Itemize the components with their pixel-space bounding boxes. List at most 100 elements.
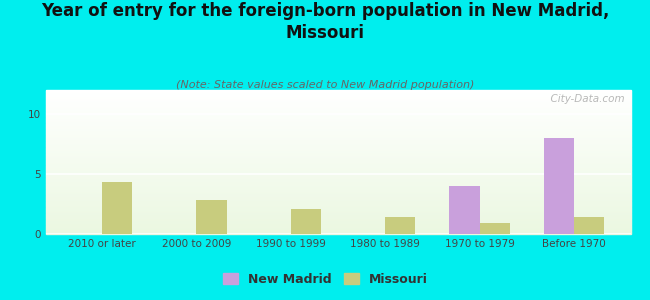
Bar	[46, 131, 630, 132]
Bar	[46, 163, 630, 164]
Bar	[46, 204, 630, 205]
Bar	[46, 168, 630, 169]
Bar	[46, 190, 630, 191]
Bar	[46, 222, 630, 223]
Bar	[46, 205, 630, 206]
Bar	[46, 216, 630, 217]
Bar	[46, 92, 630, 94]
Bar	[46, 109, 630, 110]
Bar	[46, 102, 630, 103]
Bar	[385, 217, 415, 234]
Bar	[46, 136, 630, 137]
Bar	[46, 113, 630, 114]
Bar	[46, 148, 630, 149]
Bar	[46, 196, 630, 197]
Bar	[46, 221, 630, 222]
Bar	[46, 211, 630, 212]
Bar	[46, 151, 630, 152]
Bar	[46, 193, 630, 194]
Bar	[46, 138, 630, 139]
Bar	[46, 194, 630, 196]
Bar	[46, 145, 630, 146]
Bar	[46, 218, 630, 220]
Bar	[46, 180, 630, 181]
Bar	[46, 187, 630, 188]
Bar	[46, 104, 630, 106]
Bar	[46, 110, 630, 112]
Bar	[46, 142, 630, 143]
Bar	[46, 103, 630, 104]
Bar	[46, 199, 630, 200]
Bar	[46, 233, 630, 234]
Bar	[46, 179, 630, 180]
Bar	[46, 232, 630, 233]
Bar	[46, 108, 630, 109]
Bar	[46, 94, 630, 95]
Text: Year of entry for the foreign-born population in New Madrid,
Missouri: Year of entry for the foreign-born popul…	[41, 2, 609, 42]
Bar	[46, 139, 630, 140]
Bar	[46, 167, 630, 168]
Bar	[480, 223, 510, 234]
Bar	[46, 134, 630, 136]
Bar	[543, 138, 574, 234]
Bar	[46, 96, 630, 97]
Bar	[46, 144, 630, 145]
Bar	[46, 112, 630, 113]
Bar	[46, 206, 630, 208]
Bar	[46, 126, 630, 127]
Bar	[46, 156, 630, 157]
Bar	[46, 166, 630, 167]
Bar	[46, 181, 630, 182]
Bar	[46, 212, 630, 214]
Bar	[46, 114, 630, 115]
Bar	[46, 173, 630, 174]
Bar	[46, 125, 630, 126]
Bar	[46, 185, 630, 186]
Bar	[46, 202, 630, 203]
Bar	[46, 186, 630, 187]
Bar	[46, 128, 630, 130]
Bar	[46, 161, 630, 162]
Bar	[46, 178, 630, 179]
Bar	[574, 217, 604, 234]
Bar	[46, 224, 630, 226]
Bar	[46, 107, 630, 108]
Bar	[196, 200, 227, 234]
Bar	[46, 149, 630, 150]
Bar	[46, 133, 630, 134]
Bar	[46, 227, 630, 228]
Bar	[46, 220, 630, 221]
Bar	[46, 155, 630, 156]
Bar	[46, 174, 630, 175]
Bar	[46, 91, 630, 92]
Bar	[46, 230, 630, 232]
Bar	[46, 203, 630, 204]
Bar	[46, 130, 630, 131]
Bar	[46, 226, 630, 227]
Bar	[46, 217, 630, 218]
Bar	[46, 176, 630, 178]
Bar	[46, 101, 630, 102]
Bar	[46, 137, 630, 138]
Bar	[46, 160, 630, 161]
Bar	[46, 197, 630, 198]
Bar	[46, 97, 630, 98]
Bar	[449, 186, 480, 234]
Bar	[46, 95, 630, 96]
Bar	[46, 115, 630, 116]
Bar	[46, 188, 630, 190]
Bar	[46, 198, 630, 199]
Bar	[46, 106, 630, 107]
Bar	[46, 120, 630, 121]
Bar	[46, 98, 630, 100]
Text: (Note: State values scaled to New Madrid population): (Note: State values scaled to New Madrid…	[176, 80, 474, 89]
Bar	[291, 209, 321, 234]
Bar	[46, 100, 630, 101]
Bar	[46, 127, 630, 128]
Bar	[46, 90, 630, 91]
Bar	[46, 209, 630, 210]
Bar	[46, 157, 630, 158]
Bar	[46, 192, 630, 193]
Bar	[46, 140, 630, 142]
Bar	[46, 214, 630, 215]
